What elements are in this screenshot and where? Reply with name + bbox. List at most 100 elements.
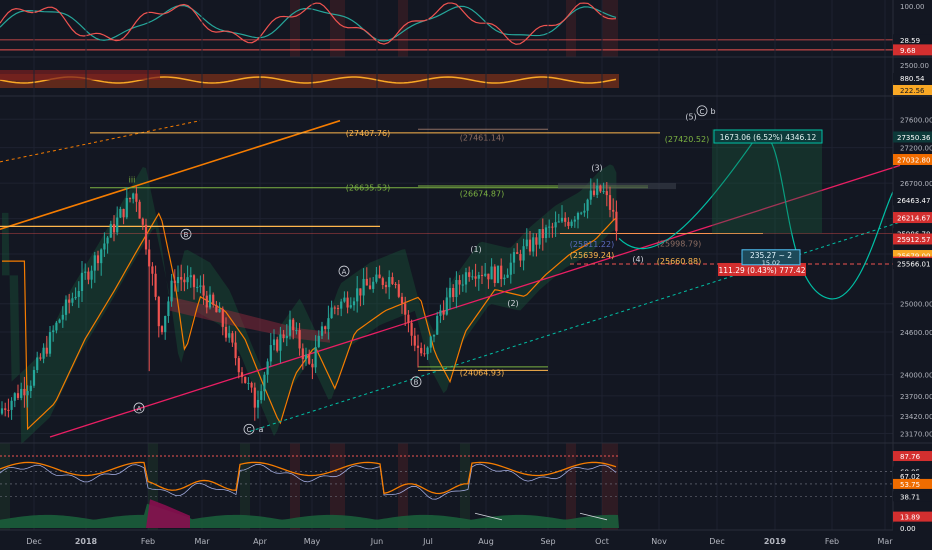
- candle-body-158: [506, 274, 509, 278]
- time-label-15: Mar: [877, 537, 893, 546]
- candle-body-5: [16, 393, 20, 398]
- candle-body-127: [407, 314, 410, 323]
- price-badge-3: 26463.47: [897, 197, 930, 205]
- candle-body-84: [269, 345, 272, 362]
- price-badge-4: 26214.67: [897, 215, 930, 223]
- candle-body-30: [96, 255, 100, 264]
- candle-body-2: [7, 409, 10, 411]
- time-label-5: May: [304, 537, 321, 546]
- candle-body-167: [535, 237, 538, 245]
- candle-body-153: [490, 266, 493, 280]
- loss-label-bg: [718, 262, 806, 276]
- price-badge-6: 25912.57: [897, 236, 930, 244]
- price-badge-bg-3: [893, 194, 932, 206]
- candle-body-17: [55, 322, 58, 331]
- candle-body-145: [464, 272, 468, 285]
- osc1-highlight-4: [602, 0, 618, 57]
- candle-body-152: [487, 273, 490, 280]
- candle-body-173: [554, 222, 557, 228]
- osc3-line-b: [0, 463, 617, 500]
- candle-body-69: [221, 308, 224, 327]
- osc1-tick-2: 9.68: [900, 47, 916, 55]
- candle-body-187: [599, 185, 602, 192]
- candle-body-37: [119, 208, 122, 218]
- candle-body-171: [548, 226, 551, 228]
- candle-body-170: [544, 227, 548, 239]
- candle-body-53: [170, 280, 173, 302]
- candle-body-118: [378, 274, 381, 279]
- candle-body-143: [458, 280, 461, 285]
- osc3-panel: [0, 443, 893, 530]
- candle-body-102: [327, 318, 330, 330]
- time-label-3: Mar: [194, 537, 210, 546]
- candle-body-19: [61, 314, 64, 320]
- neutral-sub-label: 15.02: [762, 259, 781, 267]
- osc3-arrow-1: [474, 512, 503, 521]
- time-label-2: Feb: [141, 537, 155, 546]
- y-tick-8: 23700.00: [900, 393, 932, 401]
- time-label-11: Nov: [651, 537, 667, 546]
- candle-body-185: [592, 190, 596, 195]
- wave-circle-2: [338, 265, 350, 277]
- candle-body-178: [570, 221, 573, 226]
- candle-body-33: [106, 237, 109, 244]
- candle-body-80: [256, 399, 260, 408]
- candle-body-163: [522, 246, 525, 261]
- candle-body-20: [64, 299, 68, 315]
- candle-body-159: [509, 262, 512, 275]
- candle-body-150: [480, 274, 484, 276]
- candle-body-8: [26, 390, 29, 396]
- candle-body-182: [583, 210, 586, 213]
- candle-body-186: [596, 185, 599, 195]
- candle-body-108: [346, 297, 349, 308]
- y-tick-1: 27200.00: [900, 145, 932, 153]
- candle-body-105: [336, 308, 340, 310]
- fib-label-2: (27420.52): [665, 135, 709, 144]
- candle-body-40: [128, 198, 132, 200]
- wave-label-1: B: [184, 231, 189, 239]
- candle-body-7: [23, 388, 26, 396]
- osc2-tick-0: 2500.00: [900, 62, 929, 70]
- candle-body-77: [247, 382, 250, 384]
- candle-body-64: [205, 295, 208, 308]
- candle-body-131: [420, 347, 423, 354]
- osc2-red-band: [0, 70, 160, 80]
- y-tick-7: 24000.00: [900, 372, 932, 380]
- price-badge-0: 27350.36: [897, 134, 931, 142]
- candle-body-73: [234, 342, 237, 359]
- candle-body-58: [186, 277, 189, 283]
- price-badge-bg-8: [893, 250, 932, 262]
- candle-body-82: [263, 374, 266, 392]
- candle-body-134: [429, 336, 432, 348]
- candle-body-32: [103, 243, 106, 250]
- candle-body-113: [362, 278, 365, 296]
- candle-body-4: [13, 393, 16, 401]
- loss-label: 111.29 (0.43%) 777.42: [719, 266, 806, 275]
- candle-body-137: [439, 310, 442, 316]
- time-label-14: Feb: [825, 537, 839, 546]
- wave-label-0: iii: [129, 176, 136, 185]
- candle-body-88: [282, 334, 285, 339]
- time-label-9: Sep: [540, 537, 555, 546]
- price-badge-bg-6: [893, 233, 932, 245]
- price-badge-bg-0: [893, 131, 932, 143]
- candle-body-176: [564, 217, 567, 222]
- candle-body-1: [4, 408, 7, 410]
- candle-body-92: [295, 330, 298, 332]
- osc3-histogram-red: [146, 499, 190, 528]
- candle-body-15: [48, 332, 52, 354]
- wave-label-10: (4): [632, 255, 643, 264]
- candle-body-119: [381, 278, 384, 285]
- candle-body-3: [10, 400, 13, 410]
- candle-body-70: [224, 326, 228, 338]
- fib-label-5: (25811.22): [570, 240, 614, 249]
- wave-label-3: A: [137, 405, 142, 413]
- candle-body-97: [311, 363, 314, 368]
- osc2-tick-1: 880.54: [900, 75, 925, 83]
- wave-label-6: B: [414, 379, 419, 387]
- osc3-badge-bg-6: [893, 523, 932, 533]
- candle-body-126: [404, 303, 407, 315]
- candle-body-49: [157, 296, 160, 327]
- candle-body-13: [42, 347, 45, 359]
- candle-body-162: [519, 253, 522, 261]
